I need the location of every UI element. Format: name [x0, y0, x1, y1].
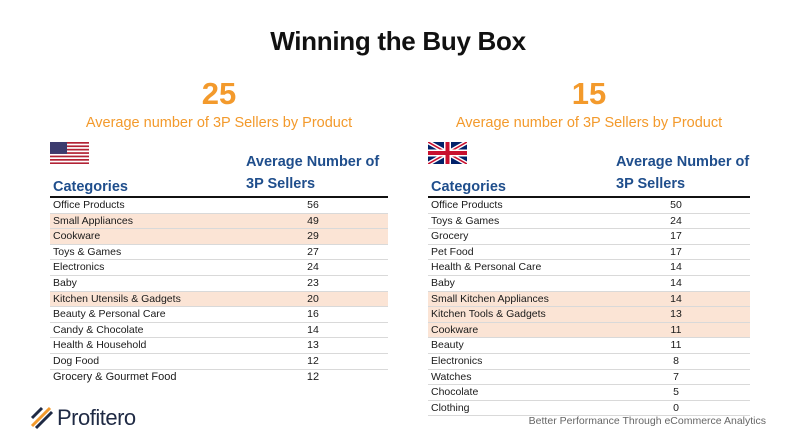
- table-row: Dog Food 12: [50, 354, 388, 370]
- table-row: Clothing 0: [428, 401, 750, 417]
- table-row: Chocolate 5: [428, 385, 750, 401]
- row-category: Beauty: [431, 339, 464, 352]
- row-category: Dog Food: [53, 354, 100, 367]
- us-col-average: Average Number of 3P Sellers: [246, 154, 380, 192]
- row-category: Baby: [53, 276, 77, 289]
- table-row: Small Appliances 49: [50, 213, 388, 230]
- profitero-logo: Profitero: [30, 405, 136, 431]
- tagline: Better Performance Through eCommerce Ana…: [528, 415, 766, 427]
- table-row: Beauty & Personal Care 16: [50, 307, 388, 323]
- row-value: 5: [673, 386, 679, 399]
- us-table-body: Office Products 56 Small Appliances 49 Cookw…: [50, 198, 388, 385]
- row-category: Toys & Games: [431, 214, 500, 227]
- row-value: 24: [307, 261, 319, 274]
- us-table-header: Categories Average Number of 3P Sellers: [50, 142, 388, 198]
- table-row: Baby 14: [428, 276, 750, 292]
- uk-average-number: 15: [571, 76, 607, 111]
- row-value: 17: [670, 245, 682, 258]
- uk-panel: 15 Average number of 3P Sellers by Produ…: [428, 76, 750, 417]
- uk-table-header: Categories Average Number of 3P Sellers: [428, 142, 750, 198]
- row-category: Health & Household: [53, 339, 147, 352]
- table-row: Health & Personal Care 14: [428, 260, 750, 276]
- row-category: Electronics: [53, 261, 105, 274]
- table-row: Toys & Games 27: [50, 245, 388, 261]
- table-row: Candy & Chocolate 14: [50, 323, 388, 339]
- row-category: Chocolate: [431, 386, 479, 399]
- row-value: 11: [670, 339, 682, 352]
- table-row: Office Products 50: [428, 198, 750, 214]
- uk-flag-icon: [428, 142, 467, 164]
- table-row: Grocery & Gourmet Food 12: [50, 370, 388, 386]
- table-row: Cookware 29: [50, 229, 388, 245]
- row-category: Cookware: [53, 230, 101, 243]
- row-category: Toys & Games: [53, 245, 122, 258]
- table-row: Electronics 8: [428, 354, 750, 370]
- row-value: 11: [670, 323, 682, 336]
- us-flag-icon: [50, 142, 89, 164]
- row-value: 14: [670, 261, 682, 274]
- table-row: Beauty 11: [428, 338, 750, 354]
- row-value: 17: [670, 230, 682, 243]
- table-row: Office Products 56: [50, 198, 388, 214]
- row-value: 12: [306, 370, 320, 383]
- row-category: Beauty & Personal Care: [53, 308, 166, 321]
- row-value: 14: [670, 292, 682, 305]
- row-category: Watches: [431, 370, 472, 383]
- us-average-number: 25: [201, 76, 237, 111]
- row-value: 13: [670, 308, 682, 321]
- uk-table-body: Office Products 50 Toys & Games 24 Grocery 17…: [428, 198, 750, 417]
- row-category: Small Kitchen Appliances: [431, 292, 549, 305]
- row-category: Candy & Chocolate: [53, 323, 144, 336]
- row-value: 13: [307, 339, 319, 352]
- us-subtitle: Average number of 3P Sellers by Product: [85, 115, 353, 131]
- row-category: Pet Food: [431, 245, 474, 258]
- row-value: 16: [307, 308, 319, 321]
- row-value: 8: [673, 354, 679, 367]
- table-row: Watches 7: [428, 370, 750, 386]
- us-col-categories: Categories: [53, 179, 128, 195]
- row-value: 29: [307, 230, 319, 243]
- page-title: Winning the Buy Box: [270, 26, 526, 56]
- table-row: Electronics 24: [50, 260, 388, 276]
- row-value: 27: [307, 245, 319, 258]
- us-panel: 25 Average number of 3P Sellers by Produ…: [50, 78, 388, 385]
- row-category: Health & Personal Care: [431, 261, 542, 274]
- profitero-logo-icon: [30, 406, 54, 430]
- table-row: Kitchen Tools & Gadgets 13: [428, 307, 750, 323]
- row-value: 14: [670, 276, 682, 289]
- row-category: Grocery: [431, 230, 469, 243]
- logo-text: Profitero: [57, 405, 136, 430]
- uk-col-categories: Categories: [431, 179, 506, 195]
- row-value: 12: [307, 354, 319, 367]
- row-category: Grocery & Gourmet Food: [53, 370, 177, 383]
- table-row: Cookware 11: [428, 322, 750, 339]
- row-value: 20: [307, 292, 319, 305]
- row-value: 14: [307, 323, 319, 336]
- row-value: 7: [673, 370, 679, 383]
- row-value: 50: [670, 199, 682, 211]
- uk-subtitle: Average number of 3P Sellers by Product: [455, 115, 723, 131]
- row-category: Kitchen Tools & Gadgets: [431, 308, 546, 321]
- table-row: Grocery 17: [428, 229, 750, 245]
- row-category: Clothing: [431, 401, 470, 414]
- row-category: Kitchen Utensils & Gadgets: [53, 292, 181, 305]
- table-row: Health & Household 13: [50, 338, 388, 354]
- table-row: Small Kitchen Appliances 14: [428, 291, 750, 308]
- row-value: 49: [307, 214, 319, 227]
- row-value: 24: [670, 214, 682, 227]
- table-row: Pet Food 17: [428, 245, 750, 261]
- uk-col-average: Average Number of 3P Sellers: [616, 154, 750, 192]
- table-row: Kitchen Utensils & Gadgets 20: [50, 291, 388, 308]
- table-row: Baby 23: [50, 276, 388, 292]
- row-category: Office Products: [53, 199, 125, 211]
- row-category: Baby: [431, 276, 455, 289]
- row-category: Cookware: [431, 323, 479, 336]
- row-category: Small Appliances: [53, 214, 133, 227]
- row-value: 0: [673, 401, 679, 414]
- row-value: 23: [307, 276, 319, 289]
- row-value: 56: [307, 199, 319, 211]
- row-category: Electronics: [431, 354, 483, 367]
- row-category: Office Products: [431, 199, 503, 211]
- table-row: Toys & Games 24: [428, 214, 750, 230]
